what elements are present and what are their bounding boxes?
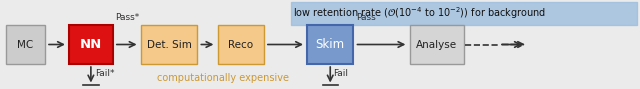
FancyBboxPatch shape xyxy=(6,25,45,64)
Text: Analyse: Analyse xyxy=(416,40,458,49)
Text: Pass*: Pass* xyxy=(115,13,140,22)
FancyBboxPatch shape xyxy=(410,25,464,64)
Text: NN: NN xyxy=(80,38,102,51)
Text: Fail: Fail xyxy=(333,69,348,78)
FancyBboxPatch shape xyxy=(291,2,637,25)
Text: Fail*: Fail* xyxy=(95,69,114,78)
FancyBboxPatch shape xyxy=(141,25,197,64)
FancyBboxPatch shape xyxy=(218,25,264,64)
Text: MC: MC xyxy=(17,40,34,49)
FancyBboxPatch shape xyxy=(307,25,353,64)
Text: Det. Sim: Det. Sim xyxy=(147,40,191,49)
Text: Reco: Reco xyxy=(228,40,253,49)
Text: low retention rate ($\mathcal{O}(10^{-4}$ to $10^{-2}$)) for background: low retention rate ($\mathcal{O}(10^{-4}… xyxy=(293,5,547,21)
Text: Skim: Skim xyxy=(316,38,345,51)
Text: computationally expensive: computationally expensive xyxy=(157,73,289,83)
Text: Pass: Pass xyxy=(356,13,376,22)
FancyBboxPatch shape xyxy=(69,25,113,64)
